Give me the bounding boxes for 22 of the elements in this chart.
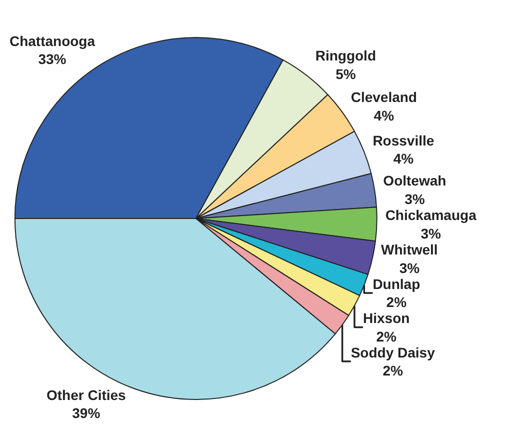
data-label: 2% (386, 294, 408, 310)
slice-label: Ringgold (315, 48, 376, 64)
slice-label: Cleveland (350, 89, 417, 106)
data-label: 2% (382, 362, 404, 378)
slice-label: Chickamauga (385, 207, 477, 224)
slice-label: Chattanooga (9, 32, 96, 49)
slice-label: Other Cities (46, 386, 126, 403)
slice-label: Ooltewah (383, 172, 446, 189)
slice-label: Hixson (363, 310, 410, 326)
data-label: 3% (420, 225, 442, 242)
slice-label: Soddy Daisy (350, 344, 436, 360)
data-label: 3% (404, 190, 426, 207)
slice-label: Dunlap (372, 276, 420, 292)
slice-label: Whitwell (381, 242, 438, 258)
data-label: 33% (38, 51, 67, 68)
data-label: 3% (399, 260, 420, 276)
slice-label: Rossville (372, 132, 434, 148)
data-label: 4% (393, 150, 414, 167)
data-label: 5% (336, 66, 356, 82)
data-label: 39% (72, 405, 101, 421)
data-label: 2% (376, 328, 398, 344)
data-label: 4% (374, 107, 395, 124)
